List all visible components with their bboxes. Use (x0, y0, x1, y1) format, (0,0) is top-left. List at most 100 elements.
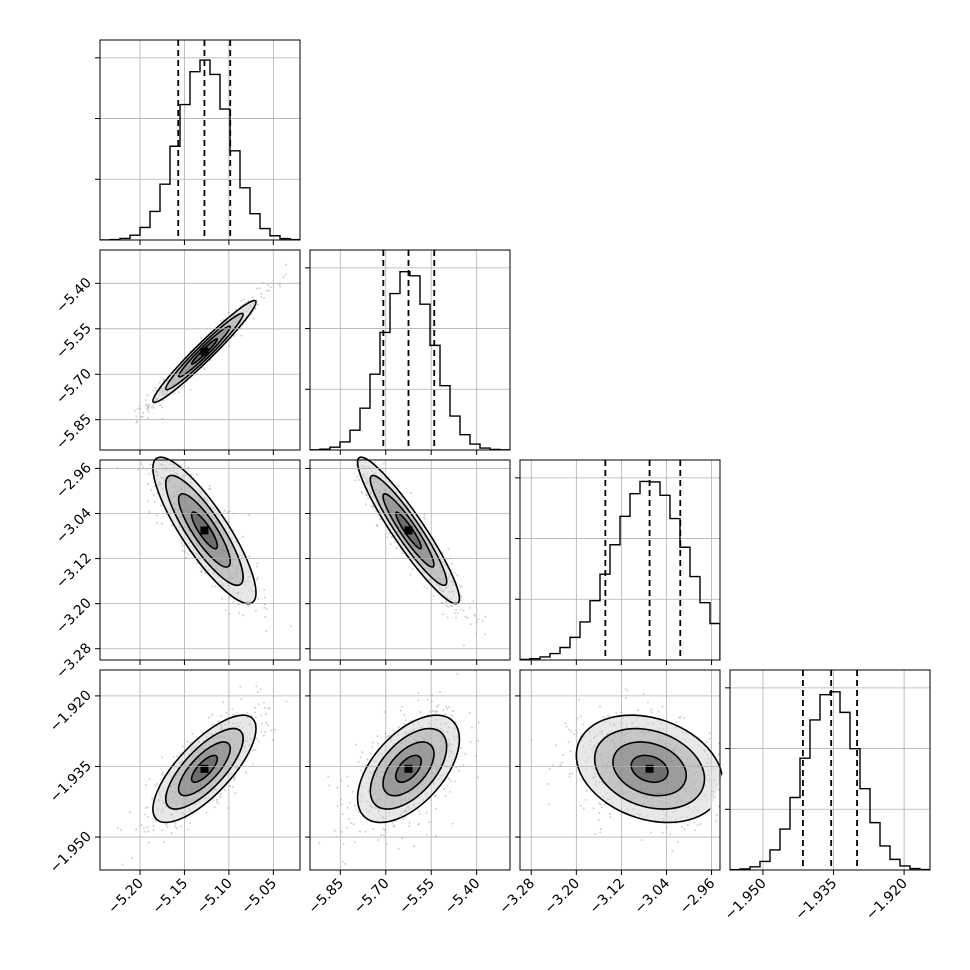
panel-frame (99, 39, 301, 241)
sample-point (253, 711, 256, 714)
sample-point (265, 607, 268, 610)
histogram-step (520, 480, 720, 660)
sample-point (148, 403, 151, 406)
x-tick-label: −1.935 (792, 876, 840, 924)
sample-point (569, 750, 572, 753)
sample-point (723, 789, 725, 791)
sample-point (548, 803, 551, 806)
sample-point (433, 710, 436, 713)
sample-point (408, 821, 411, 824)
sample-point (404, 719, 407, 722)
sample-point (722, 775, 724, 777)
sample-point (189, 388, 192, 391)
sample-point (460, 595, 463, 598)
sample-point (600, 806, 603, 809)
sample-point (245, 771, 248, 774)
sample-point (129, 445, 131, 447)
sample-point (579, 804, 582, 807)
sample-point (425, 811, 428, 814)
y-tick-label: −3.28 (53, 640, 95, 682)
sample-point (152, 404, 155, 407)
sample-point (155, 514, 158, 517)
sample-point (428, 821, 431, 824)
sample-point (145, 404, 148, 407)
sample-point (217, 720, 220, 723)
sample-point (562, 754, 565, 757)
sample-point (199, 570, 202, 573)
sample-point (397, 725, 400, 728)
sample-point (232, 713, 235, 716)
sample-point (240, 299, 243, 302)
sample-point (401, 705, 404, 708)
sample-point (453, 612, 456, 615)
sample-point (462, 763, 465, 766)
sample-point (235, 711, 238, 714)
sample-point (349, 451, 351, 453)
sample-point (604, 803, 607, 806)
sample-point (209, 488, 212, 491)
sample-point (458, 584, 461, 587)
sample-point (160, 522, 163, 525)
sample-point (140, 462, 143, 465)
sample-point (136, 420, 139, 423)
sample-point (642, 692, 645, 695)
sample-point (371, 741, 374, 744)
sample-point (152, 824, 155, 827)
sample-point (432, 710, 435, 713)
sample-point (263, 588, 266, 591)
sample-point (242, 298, 245, 301)
sample-point (144, 813, 147, 816)
y-tick-label: −5.40 (53, 275, 95, 317)
x-tick-label: −5.85 (305, 876, 347, 918)
sample-point (227, 311, 230, 314)
sample-point (257, 691, 260, 694)
sample-point (354, 444, 356, 446)
sample-point (145, 403, 148, 406)
y-tick-label: −3.20 (53, 595, 95, 637)
sample-point (135, 426, 137, 428)
sample-point (223, 509, 226, 512)
sample-point (229, 784, 232, 787)
sample-point (382, 462, 385, 465)
sample-point (272, 738, 275, 741)
sample-point (353, 804, 356, 807)
sample-point (203, 368, 206, 371)
sample-point (473, 613, 476, 616)
sample-point (397, 484, 400, 487)
sample-point (200, 570, 203, 573)
sample-point (173, 457, 175, 459)
sample-point (176, 755, 179, 758)
sample-point (160, 504, 163, 507)
sample-point (166, 826, 169, 829)
sample-point (481, 620, 484, 623)
sample-point (460, 599, 463, 602)
sample-point (395, 547, 398, 550)
sample-point (359, 756, 362, 759)
sample-point (211, 723, 214, 726)
sample-point (431, 700, 434, 703)
sample-point (453, 780, 456, 783)
sample-point (190, 473, 193, 476)
sample-point (425, 587, 428, 590)
sample-point (261, 722, 264, 725)
sample-point (359, 830, 362, 833)
sample-point (128, 811, 131, 814)
sample-point (228, 510, 231, 513)
sample-point (585, 790, 588, 793)
sample-point (155, 455, 157, 457)
sample-point (264, 731, 267, 734)
sample-point (450, 714, 453, 717)
sample-point (242, 614, 245, 617)
sample-point (661, 705, 664, 708)
sample-point (456, 612, 459, 615)
sample-point (409, 491, 412, 494)
sample-point (412, 845, 415, 848)
sample-point (254, 748, 257, 751)
sample-point (150, 488, 153, 491)
sample-point (444, 794, 447, 797)
sample-point (428, 710, 431, 713)
sample-point (152, 389, 155, 392)
sample-point (380, 834, 383, 837)
sample-point (484, 633, 487, 636)
sample-point (327, 775, 330, 778)
